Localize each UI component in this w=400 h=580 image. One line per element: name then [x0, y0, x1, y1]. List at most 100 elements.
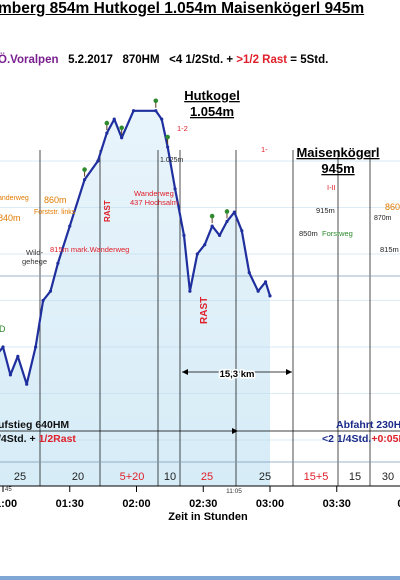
aufstieg-rast-text: 1/2Rast	[39, 433, 77, 445]
alt-815-right: 815m	[380, 245, 399, 254]
segment-minute: 15+5	[304, 471, 329, 483]
aufstieg-label: ufstieg 640HM	[0, 419, 69, 431]
profile-point	[210, 224, 214, 228]
profile-point	[56, 261, 60, 265]
segment-lines	[39, 150, 371, 486]
marker-I-II: I-II	[327, 183, 336, 192]
x-tick-label: 03:00	[256, 498, 284, 510]
forstweg-label: Forstweg	[322, 229, 353, 238]
abfahrt-label: Abfahrt 230H	[336, 419, 400, 431]
x-axis-label: Zeit in Stunden	[168, 511, 248, 523]
alt-915-label: 915m	[316, 206, 335, 215]
date-label: 5.2.2017	[68, 54, 113, 66]
horizontal-grid	[0, 160, 400, 441]
alt-1025-label: 1.025m	[160, 157, 184, 164]
marker-1-left: 1-	[261, 145, 268, 154]
tree-marker	[224, 209, 230, 219]
profile-point	[25, 382, 29, 386]
forststr-links: Forststr. links	[34, 209, 76, 216]
aufstieg-time-text: /4Std. +	[0, 433, 39, 445]
summit-1-elev: 1.054m	[190, 104, 234, 119]
segment-minute: 25	[259, 471, 271, 483]
profile-point	[195, 252, 199, 256]
green-letter: D	[0, 324, 6, 334]
segment-minute: 20	[72, 471, 84, 483]
elevation-gain-label: 870HM	[122, 54, 160, 66]
tree-marker	[104, 120, 110, 131]
profile-point	[34, 345, 38, 349]
mark-wanderweg: 815m mark.Wanderweg	[50, 245, 129, 254]
abfahrt-rast-text: +0:05R	[371, 433, 400, 445]
timeline-arrow-head	[232, 428, 238, 434]
time-label: <4 1/2Std. +	[169, 54, 234, 66]
profile-point	[131, 109, 136, 113]
segment-minute: 5+20	[120, 471, 145, 483]
chart-title: mberg 854m Hutkogel 1.054m Maisenkögerl …	[0, 0, 365, 17]
profile-point	[268, 294, 272, 298]
profile-point	[166, 145, 170, 149]
profile-point	[105, 131, 109, 135]
chart-subtitle: Ö.Voralpen 5.2.2017 870HM <4 1/2Std. + >…	[0, 54, 328, 66]
tree-marker	[82, 167, 87, 177]
extra-time-label: 11:05	[226, 488, 242, 495]
profile-point	[8, 373, 13, 377]
wanderweg-label: Wanderweg	[134, 189, 174, 198]
profile-point	[203, 243, 207, 247]
region-label: Ö.Voralpen	[0, 54, 59, 66]
aufstieg-time: /4Std. + 1/2Rast	[0, 433, 76, 445]
profile-point	[247, 271, 251, 275]
rast-label-large: RAST	[199, 297, 210, 324]
profile-point	[48, 289, 53, 293]
marker-1-2: 1-2	[177, 124, 188, 133]
segment-minute: 25	[201, 471, 213, 483]
rest-label: >1/2 Rast	[236, 54, 288, 66]
profile-point	[16, 354, 20, 358]
x-tick-label: 02:30	[189, 498, 217, 510]
distance-label: 15,3 km	[220, 369, 255, 380]
profile-point	[160, 117, 164, 121]
profile-area	[0, 110, 270, 486]
summit-1-name: Hutkogel	[184, 88, 240, 103]
profile-point	[173, 187, 177, 191]
segment-minute: 10	[164, 471, 176, 483]
x-axis-ticks: 01:00 01:30 02:00 02:30 03:00 03:30 04	[0, 486, 400, 510]
profile-point	[68, 224, 72, 228]
alt-860-left: 860m	[44, 195, 67, 205]
wild-label: Wild-	[26, 248, 44, 257]
profile-point	[263, 280, 268, 284]
x-tick-label: 03:30	[323, 498, 351, 510]
profile-point	[154, 109, 158, 113]
segment-minute: 25	[14, 471, 26, 483]
gehege-label: gehege	[22, 257, 47, 266]
alt-850-label: 850m	[299, 229, 318, 238]
segment-minutes: 25 20 5+20 10 25 25 15+5 15 30	[14, 471, 394, 483]
profile-point	[82, 178, 87, 182]
alt-870-label: 870m	[374, 215, 392, 222]
profile-point	[1, 345, 5, 349]
wanderweg-fragment: anderweg	[0, 195, 29, 202]
profile-point	[182, 233, 186, 237]
profile-point	[232, 210, 236, 214]
profile-point	[41, 298, 45, 303]
x-tick-label: 02:00	[122, 498, 150, 510]
segment-minute: 30	[382, 471, 394, 483]
abfahrt-time-text: <2 1/4Std.	[322, 433, 371, 445]
alt-840: 840m	[0, 213, 21, 223]
profile-point	[112, 117, 116, 121]
alt-860-right: 860	[385, 202, 400, 212]
total-label: = 5Std.	[290, 54, 329, 66]
segment-minute: 15	[349, 471, 361, 483]
tree-marker	[165, 134, 170, 145]
x-tick-label: 01:30	[56, 498, 84, 510]
tree-marker	[153, 98, 159, 108]
summit-2-elev: 945m	[321, 161, 354, 176]
abfahrt-time: <2 1/4Std.+0:05R	[322, 433, 400, 445]
profile-point	[188, 289, 192, 293]
profile-point	[240, 229, 244, 233]
x-tick-label: 01:00	[0, 498, 17, 510]
summit-2-name: Maisenkögerl	[296, 145, 379, 160]
tree-markers	[82, 98, 230, 224]
profile-point	[217, 233, 222, 237]
